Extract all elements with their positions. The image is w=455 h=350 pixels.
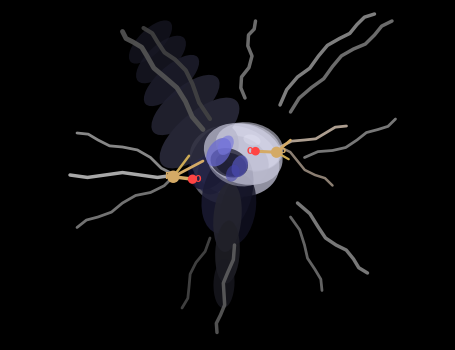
Text: P: P	[164, 172, 170, 181]
Ellipse shape	[188, 125, 239, 190]
Ellipse shape	[160, 98, 239, 168]
Ellipse shape	[204, 123, 283, 185]
Ellipse shape	[152, 75, 220, 135]
Ellipse shape	[144, 55, 199, 106]
Ellipse shape	[214, 122, 283, 172]
Ellipse shape	[216, 124, 281, 170]
Ellipse shape	[207, 135, 269, 187]
Ellipse shape	[197, 141, 237, 195]
Point	[170, 174, 177, 180]
Ellipse shape	[193, 160, 248, 204]
Text: O: O	[247, 147, 253, 156]
Ellipse shape	[226, 165, 239, 182]
Ellipse shape	[213, 182, 242, 252]
Ellipse shape	[216, 153, 246, 176]
Point	[252, 148, 259, 154]
Ellipse shape	[215, 220, 240, 284]
Ellipse shape	[206, 138, 231, 167]
Ellipse shape	[220, 175, 256, 245]
Ellipse shape	[136, 36, 186, 83]
Point	[273, 149, 280, 155]
Text: O: O	[194, 175, 201, 184]
Text: P: P	[280, 148, 286, 157]
Ellipse shape	[213, 259, 234, 308]
Ellipse shape	[218, 135, 234, 155]
Ellipse shape	[232, 155, 248, 177]
Ellipse shape	[211, 148, 248, 177]
Ellipse shape	[129, 20, 172, 64]
Ellipse shape	[190, 125, 279, 197]
Ellipse shape	[202, 152, 253, 233]
Point	[189, 176, 196, 182]
Ellipse shape	[243, 134, 261, 146]
